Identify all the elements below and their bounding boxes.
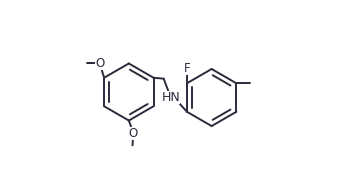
Text: O: O bbox=[95, 56, 104, 70]
Text: F: F bbox=[184, 62, 190, 75]
Text: HN: HN bbox=[162, 91, 180, 104]
Text: O: O bbox=[129, 127, 138, 140]
